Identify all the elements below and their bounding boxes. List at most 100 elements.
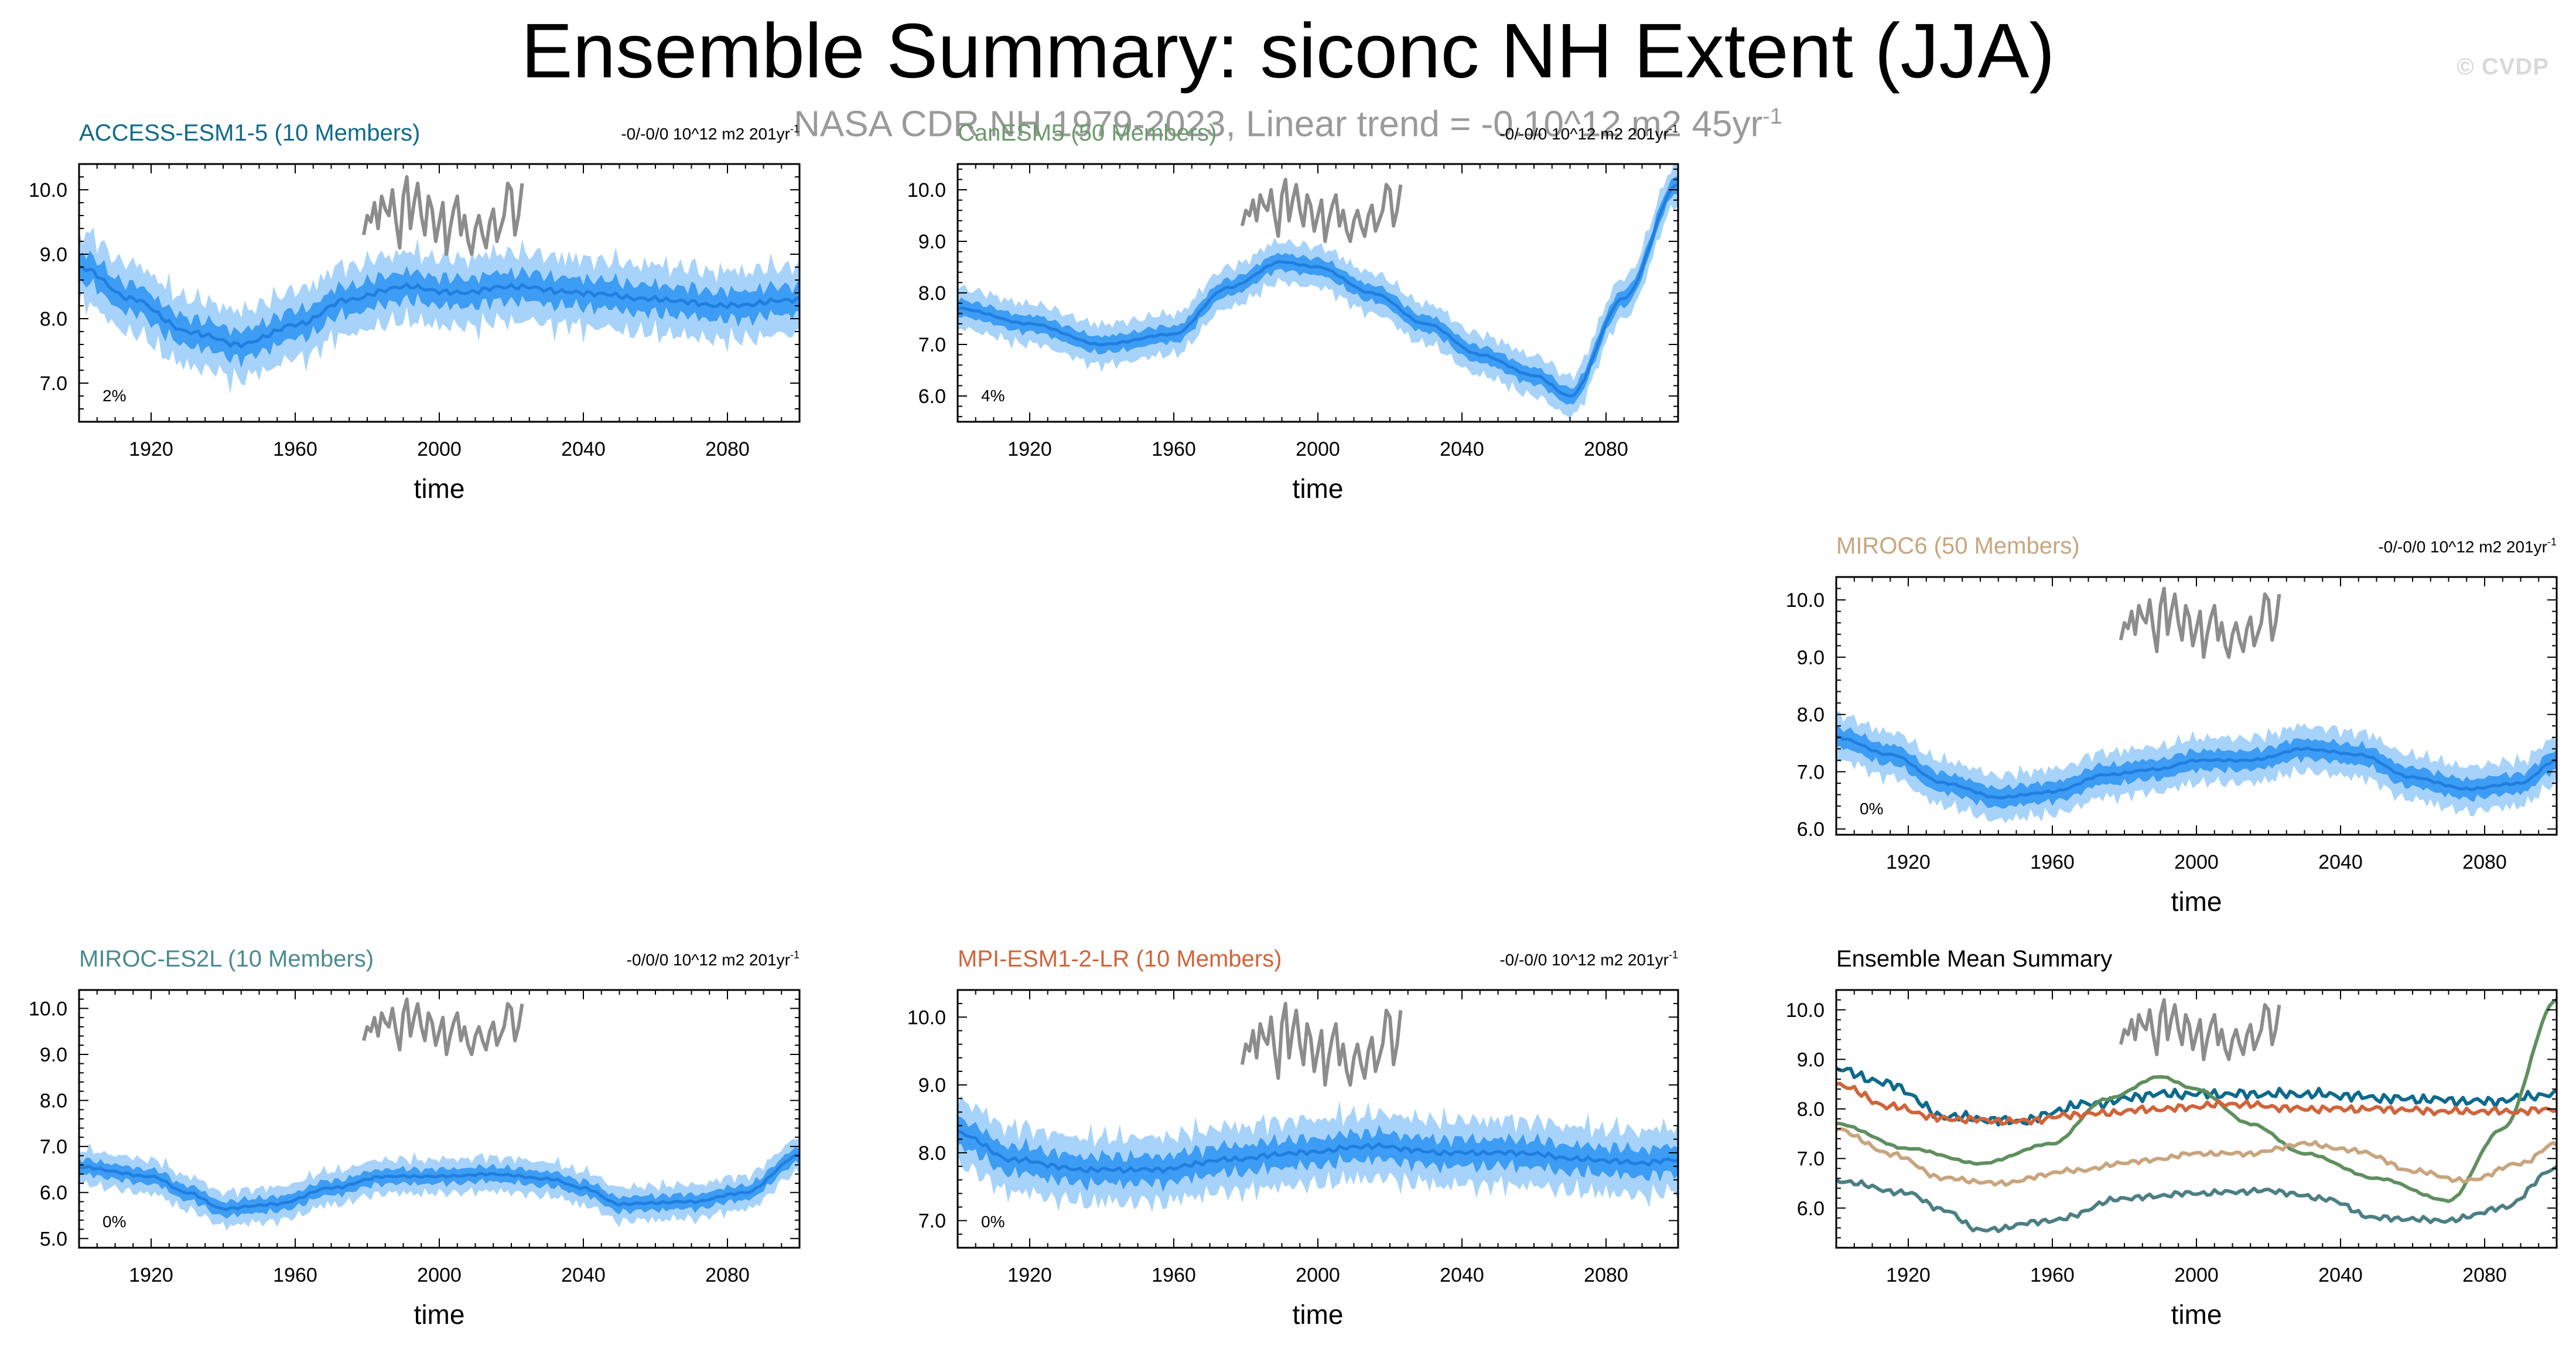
ensemble-mean-line [958, 183, 1678, 398]
subtitle-exponent: -1 [1762, 104, 1782, 129]
y-tick-label: 7.0 [1797, 1148, 1825, 1170]
x-tick-label: 1920 [1007, 1264, 1052, 1286]
x-tick-label: 1960 [2030, 851, 2075, 873]
chart-panel-access: ACCESS-ESM1-5 (10 Members) -0/-0/0 10^12 … [29, 120, 801, 504]
series-line-mpi-esm1-2-lr [1836, 1081, 2557, 1126]
y-tick-label: 10.0 [29, 998, 67, 1020]
series-line-access-esm1-5 [1836, 1066, 2557, 1127]
x-axis-label: time [414, 473, 465, 504]
y-tick-label: 7.0 [40, 1136, 67, 1158]
y-tick-label: 7.0 [918, 1210, 946, 1232]
y-tick-label: 6.0 [40, 1182, 67, 1204]
watermark: © CVDP [2457, 54, 2549, 80]
x-tick-label: 1960 [1152, 438, 1196, 460]
y-tick-label: 9.0 [918, 1074, 946, 1097]
spread-band-outer [958, 164, 1678, 420]
data-layer-mpi [958, 1095, 1678, 1213]
series-line-canesm5 [1836, 998, 2557, 1203]
series-line-miroc6 [1836, 1127, 2557, 1187]
y-tick-label: 10.0 [1786, 589, 1825, 612]
data-layer-canesm [958, 164, 1678, 420]
trend-text: -0/-0/0 10^12 m2 201yr [621, 125, 790, 143]
trend-label-access: -0/-0/0 10^12 m2 201yr-1 [621, 123, 800, 143]
x-axis-label: time [2171, 886, 2222, 917]
x-tick-label: 1960 [2030, 1264, 2075, 1286]
x-tick-label: 2000 [417, 438, 462, 460]
y-tick-label: 8.0 [918, 1142, 946, 1165]
percent-label-mirocesl: 0% [103, 1213, 126, 1231]
y-tick-label: 9.0 [40, 1044, 67, 1066]
chart-panel-miroc6: MIROC6 (50 Members) -0/-0/0 10^12 m2 201y… [1786, 533, 2558, 917]
ensemble-mean-line [79, 1153, 800, 1211]
x-tick-label: 2040 [2318, 851, 2363, 873]
chart-panel-canesm: CanESM5 (50 Members) -0/-0/0 10^12 m2 201… [907, 120, 1679, 504]
x-tick-label: 1960 [273, 438, 317, 460]
trend-text: -0/0/0 10^12 m2 201yr [627, 951, 790, 969]
ensemble-mean-line [79, 265, 800, 349]
x-tick-label: 1920 [1886, 1264, 1931, 1286]
trend-label-canesm: -0/-0/0 10^12 m2 201yr-1 [1499, 123, 1678, 143]
y-tick-label: 8.0 [1797, 1098, 1825, 1121]
y-tick-label: 7.0 [40, 373, 67, 395]
x-tick-label: 2000 [1296, 1264, 1340, 1286]
ensemble-mean-line [958, 1130, 1678, 1175]
x-tick-label: 2080 [705, 1264, 750, 1286]
main-title: Ensemble Summary: siconc NH Extent (JJA) [521, 8, 2055, 94]
x-tick-label: 2000 [417, 1264, 462, 1286]
trend-exponent: -1 [1669, 123, 1678, 135]
observations-line [1240, 177, 1403, 243]
chart-panel-mpi: MPI-ESM1-2-LR (10 Members) -0/-0/0 10^12 … [907, 946, 1679, 1330]
x-tick-label: 2000 [2174, 1264, 2219, 1286]
y-tick-label: 7.0 [918, 334, 946, 356]
y-tick-label: 9.0 [918, 231, 946, 253]
observations-line [1240, 1002, 1403, 1087]
data-layer-miroc6 [1836, 711, 2557, 824]
x-tick-label: 2080 [1584, 438, 1628, 460]
x-tick-label: 2080 [705, 438, 750, 460]
x-tick-label: 2040 [561, 438, 606, 460]
trend-text: -0/-0/0 10^12 m2 201yr [1499, 125, 1669, 143]
x-tick-label: 1920 [1007, 438, 1052, 460]
percent-label-miroc6: 0% [1860, 800, 1883, 818]
x-tick-label: 1960 [273, 1264, 317, 1286]
subtitle: NASA CDR NH 1979-2023, Linear trend = -0… [0, 95, 2576, 146]
x-tick-label: 1920 [1886, 851, 1931, 873]
y-tick-label: 8.0 [40, 308, 67, 330]
panel-title-canesm: CanESM5 (50 Members) [958, 120, 1217, 146]
panel-title-mpi: MPI-ESM1-2-LR (10 Members) [958, 946, 1282, 972]
spread-band-outer [79, 1139, 800, 1231]
percent-label-canesm: 4% [981, 387, 1005, 405]
trend-exponent: -1 [1669, 949, 1678, 961]
data-layer-access [79, 227, 800, 395]
y-tick-label: 8.0 [918, 282, 946, 305]
x-axis-label: time [1293, 473, 1344, 504]
x-tick-label: 2000 [2174, 851, 2219, 873]
trend-exponent: -1 [790, 949, 800, 961]
x-tick-label: 2040 [2318, 1264, 2363, 1286]
y-tick-label: 8.0 [1797, 704, 1825, 726]
panel-title-access: ACCESS-ESM1-5 (10 Members) [79, 120, 420, 146]
y-tick-label: 5.0 [40, 1228, 67, 1250]
y-tick-label: 10.0 [1786, 999, 1825, 1022]
y-tick-label: 10.0 [29, 179, 67, 202]
y-tick-label: 9.0 [40, 244, 67, 266]
panel-title-mirocesl: MIROC-ES2L (10 Members) [79, 946, 374, 972]
y-tick-label: 9.0 [1797, 1049, 1825, 1071]
x-tick-label: 2040 [1440, 1264, 1484, 1286]
observations-line [361, 175, 524, 256]
x-tick-label: 2000 [1296, 438, 1340, 460]
series-line-miroc-es2l [1836, 1165, 2557, 1234]
y-tick-label: 9.0 [1797, 647, 1825, 669]
y-tick-label: 6.0 [1797, 1197, 1825, 1220]
observations-line [361, 997, 524, 1056]
ensemble-mean-line [1836, 735, 2557, 800]
trend-text: -0/-0/0 10^12 m2 201yr [1499, 951, 1669, 969]
x-tick-label: 2040 [1440, 438, 1484, 460]
percent-label-mpi: 0% [981, 1213, 1005, 1231]
data-layer-summary [1836, 998, 2557, 1234]
spread-band-inner [1836, 725, 2557, 809]
y-tick-label: 10.0 [907, 1006, 946, 1029]
chart-panel-mirocesl: MIROC-ES2L (10 Members) -0/0/0 10^12 m2 2… [29, 946, 801, 1330]
spread-band-inner [79, 1146, 800, 1219]
